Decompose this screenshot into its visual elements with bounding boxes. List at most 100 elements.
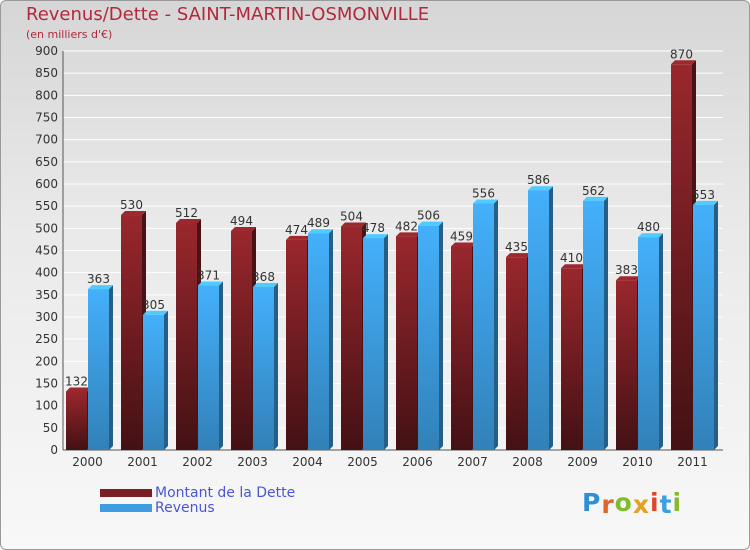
x-tick-label: 2002 xyxy=(182,455,213,469)
bar-revenus-2002 xyxy=(198,281,223,450)
logo-letter: o xyxy=(614,488,633,517)
data-label: 870 xyxy=(670,47,693,61)
bar-revenus-2011 xyxy=(693,200,718,450)
y-tick-label: 200 xyxy=(35,354,58,368)
bar-dette-2008 xyxy=(506,253,531,450)
bar-dette-2001 xyxy=(121,211,146,450)
bar-revenus-2003 xyxy=(253,282,278,450)
legend-swatch-dette xyxy=(100,489,152,497)
data-label: 553 xyxy=(692,188,715,202)
y-tick-label: 100 xyxy=(35,399,58,413)
data-label: 480 xyxy=(637,220,660,234)
legend-item-dette: Montant de la Dette xyxy=(100,486,295,501)
y-tick-label: 350 xyxy=(35,288,58,302)
chart-subtitle: (en milliers d'€) xyxy=(26,28,113,41)
data-label: 489 xyxy=(307,216,330,230)
y-tick-label: 650 xyxy=(35,155,58,169)
x-tick-label: 2010 xyxy=(622,455,653,469)
data-label: 383 xyxy=(615,263,638,277)
y-tick-label: 700 xyxy=(35,133,58,147)
bar-dette-2010 xyxy=(616,276,641,450)
bar-revenus-2000 xyxy=(88,285,113,450)
y-tick-label: 300 xyxy=(35,310,58,324)
x-tick-label: 2007 xyxy=(457,455,488,469)
bar-dette-2009 xyxy=(561,264,586,450)
data-label: 371 xyxy=(197,269,220,283)
legend-swatch-revenus xyxy=(100,504,152,512)
bar-dette-2011 xyxy=(671,60,696,451)
x-tick-label: 2008 xyxy=(512,455,543,469)
chart-title: Revenus/Dette - SAINT-MARTIN-OSMONVILLE xyxy=(26,4,430,25)
x-tick-labels: 2000 2001 2002 2003 2004 2005 2006 2007 2008 2009… xyxy=(72,455,708,469)
data-label: 482 xyxy=(395,219,418,233)
legend-item-revenus: Revenus xyxy=(100,501,295,516)
grid-lines xyxy=(63,50,723,429)
bars xyxy=(66,60,718,451)
data-label: 586 xyxy=(527,173,550,187)
legend-label-dette: Montant de la Dette xyxy=(155,485,296,501)
y-tick-label: 400 xyxy=(35,266,58,280)
y-tick-label: 500 xyxy=(35,221,58,235)
data-label: 410 xyxy=(560,251,583,265)
y-tick-label: 900 xyxy=(35,44,58,58)
data-label: 478 xyxy=(362,221,385,235)
logo-letter: x xyxy=(632,490,650,519)
data-label: 368 xyxy=(252,270,275,284)
data-label: 556 xyxy=(472,187,495,201)
legend: Montant de la Dette Revenus xyxy=(100,486,295,516)
bar-revenus-2010 xyxy=(638,233,663,450)
bar-revenus-2005 xyxy=(363,234,388,450)
data-label: 506 xyxy=(417,209,440,223)
bar-dette-2003 xyxy=(231,226,256,450)
bar-dette-2005 xyxy=(341,222,366,450)
logo-letter: r xyxy=(601,490,615,519)
y-tick-label: 0 xyxy=(50,443,58,457)
logo-letter: i xyxy=(672,488,683,517)
y-tick-label: 250 xyxy=(35,332,58,346)
bar-revenus-2004 xyxy=(308,229,333,450)
x-tick-label: 2003 xyxy=(237,455,268,469)
data-label: 474 xyxy=(285,223,308,237)
data-label: 562 xyxy=(582,184,605,198)
data-label: 512 xyxy=(175,206,198,220)
bar-revenus-2001 xyxy=(143,310,168,450)
data-label: 435 xyxy=(505,240,528,254)
axes xyxy=(62,51,723,451)
bar-dette-2000 xyxy=(66,387,91,450)
logo-letter: t xyxy=(659,490,673,519)
bar-revenus-2009 xyxy=(583,196,608,450)
y-tick-label: 750 xyxy=(35,111,58,125)
legend-label-revenus: Revenus xyxy=(155,500,215,516)
x-tick-label: 2004 xyxy=(292,455,323,469)
data-label: 530 xyxy=(120,198,143,212)
y-tick-label: 50 xyxy=(43,421,58,435)
logo-letter: P xyxy=(582,488,602,517)
bar-dette-2006 xyxy=(396,232,421,450)
bar-dette-2004 xyxy=(286,235,311,450)
x-tick-label: 2006 xyxy=(402,455,433,469)
y-tick-label: 550 xyxy=(35,199,58,213)
data-label: 305 xyxy=(142,298,165,312)
data-label: 132 xyxy=(65,374,88,388)
x-tick-label: 2009 xyxy=(567,455,598,469)
bar-revenus-2008 xyxy=(528,186,553,450)
data-label: 504 xyxy=(340,210,363,224)
y-tick-label: 850 xyxy=(35,66,58,80)
y-tick-label: 600 xyxy=(35,177,58,191)
bar-dette-2007 xyxy=(451,242,476,450)
x-tick-label: 2000 xyxy=(72,455,103,469)
data-label: 494 xyxy=(230,214,253,228)
bar-revenus-2007 xyxy=(473,199,498,450)
bar-revenus-2006 xyxy=(418,221,443,450)
x-tick-label: 2001 xyxy=(127,455,158,469)
y-tick-labels: 0 50 100 150 200 250 300 350 400 450 500 550 600 650 7… xyxy=(35,44,58,457)
y-tick-label: 450 xyxy=(35,244,58,258)
proxiti-logo: Proxiti xyxy=(582,488,683,519)
y-tick-label: 800 xyxy=(35,88,58,102)
data-label: 459 xyxy=(450,230,473,244)
data-label: 363 xyxy=(87,272,110,286)
x-tick-label: 2005 xyxy=(347,455,378,469)
logo-letter: i xyxy=(650,488,660,517)
bar-dette-2002 xyxy=(176,219,201,450)
